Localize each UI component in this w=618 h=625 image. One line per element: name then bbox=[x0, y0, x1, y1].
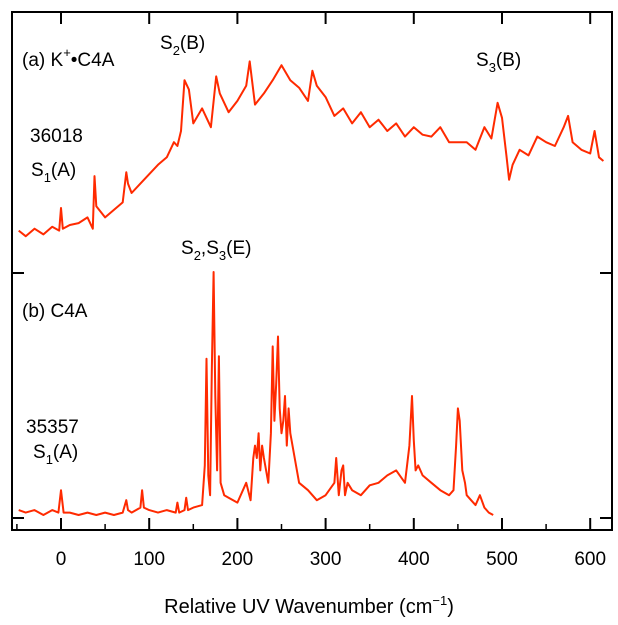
x-tick-label-600: 600 bbox=[574, 549, 606, 570]
x-axis-title: Relative UV Wavenumber (cm−1) bbox=[164, 593, 454, 618]
panel-a-label-sup: + bbox=[63, 45, 71, 60]
x-tick-label-400: 400 bbox=[398, 549, 430, 570]
spectrum-line-panel-a bbox=[18, 60, 605, 238]
plot-frame bbox=[11, 11, 613, 531]
spectrum-line-panel-b bbox=[18, 271, 494, 516]
panel-b-s2s3-label: S2,S3(E) bbox=[181, 238, 251, 263]
x-tick-label-200: 200 bbox=[222, 549, 254, 570]
panel-b-label: (b) C4A bbox=[22, 301, 88, 322]
x-tick-label-500: 500 bbox=[486, 549, 518, 570]
panel-b-origin-value: 35357 bbox=[26, 417, 79, 438]
x-tick-label-100: 100 bbox=[133, 549, 165, 570]
x-axis-ticks: 0 100 200 300 400 500 600 bbox=[16, 12, 606, 570]
panel-a-s1-label: S1(A) bbox=[31, 160, 76, 185]
panel-a-s2-label: S2(B) bbox=[160, 33, 205, 58]
panel-a-origin-value: 36018 bbox=[30, 126, 83, 147]
spectra-lines bbox=[18, 60, 605, 516]
panel-a-s3-label: S3(B) bbox=[476, 50, 521, 75]
x-tick-label-0: 0 bbox=[56, 549, 67, 570]
panel-b-s1-label: S1(A) bbox=[33, 442, 78, 467]
panel-a-label: (a) K+•C4A bbox=[22, 45, 115, 71]
x-tick-label-300: 300 bbox=[310, 549, 342, 570]
